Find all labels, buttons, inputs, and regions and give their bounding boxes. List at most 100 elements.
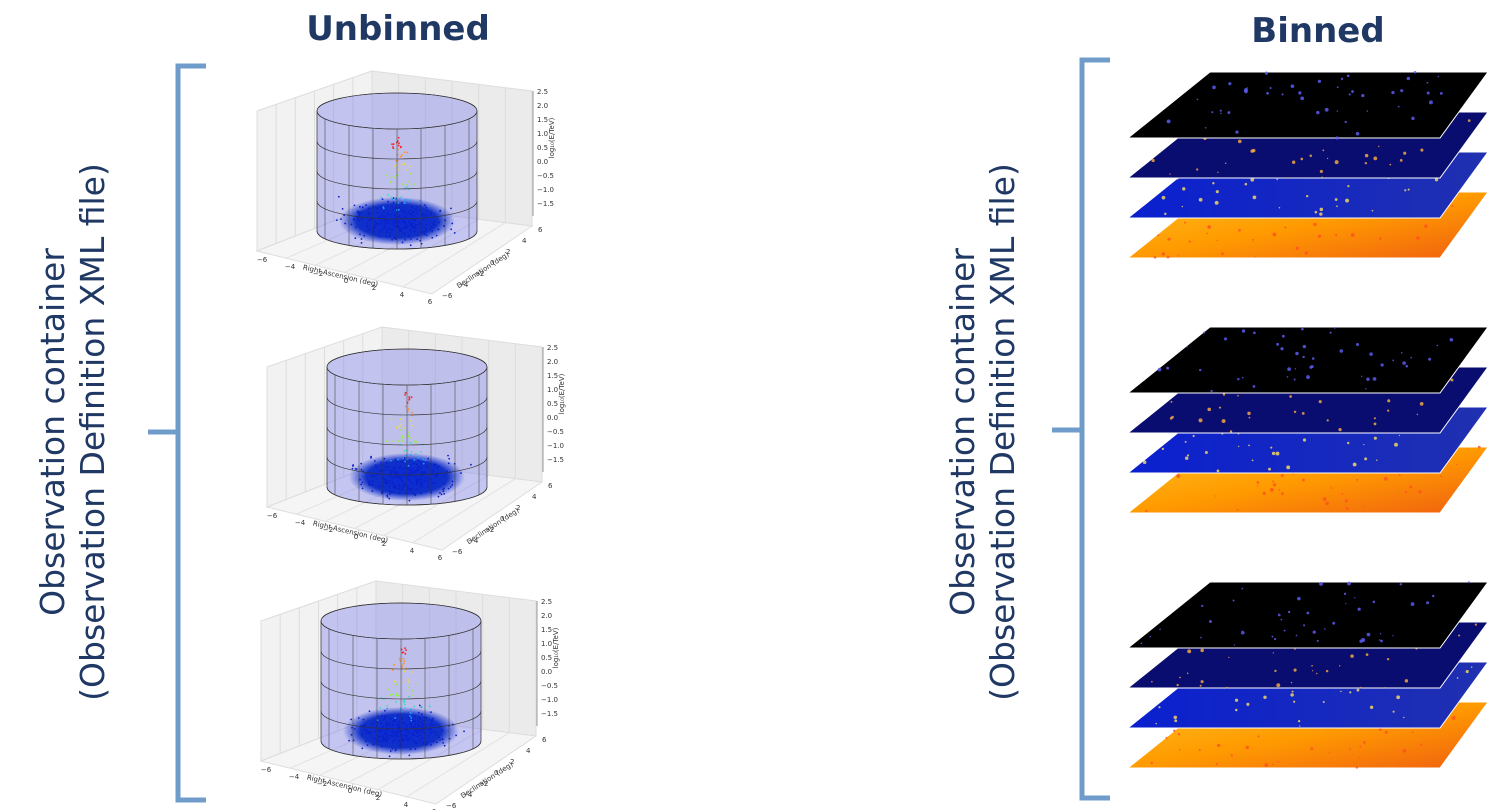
event	[414, 715, 416, 717]
pixel	[1294, 379, 1296, 381]
pixel	[1245, 183, 1248, 186]
event-plot: 2.52.01.51.00.50.0−0.5−1.0−1.5log₁₀(E/Te…	[267, 327, 566, 562]
x-tick-label: −6	[267, 512, 278, 520]
pixel	[1478, 446, 1481, 449]
event	[404, 700, 406, 702]
event	[424, 480, 426, 482]
pixel	[1359, 745, 1361, 747]
pixel	[1317, 640, 1319, 642]
event	[447, 455, 449, 457]
event	[404, 484, 406, 486]
event	[367, 744, 369, 746]
pixel	[1389, 164, 1391, 166]
event	[398, 440, 400, 442]
event	[405, 455, 407, 457]
event	[402, 212, 404, 214]
event	[411, 488, 413, 490]
event	[404, 427, 406, 429]
pixel	[1320, 170, 1323, 173]
event	[417, 723, 419, 725]
event	[388, 486, 390, 488]
pixel	[1321, 177, 1322, 178]
event	[405, 199, 407, 201]
event	[438, 496, 440, 498]
event	[430, 744, 432, 746]
event	[376, 207, 378, 209]
event	[354, 204, 356, 206]
x-tick-label: 6	[428, 298, 433, 306]
pixel	[1335, 234, 1337, 236]
x-tick-label: −4	[295, 519, 306, 527]
pixel	[1379, 237, 1382, 240]
pixel	[1349, 691, 1351, 693]
pixel	[1403, 717, 1404, 718]
pixel	[1306, 195, 1308, 197]
pixel	[1222, 419, 1226, 423]
event	[392, 748, 394, 750]
event	[401, 468, 403, 470]
pixel	[1199, 418, 1203, 422]
pixel	[1228, 657, 1229, 658]
event	[409, 472, 411, 474]
event	[381, 492, 383, 494]
pixel	[1220, 110, 1222, 112]
event	[367, 212, 369, 214]
event	[431, 720, 433, 722]
event	[410, 723, 412, 725]
event	[429, 724, 431, 726]
event	[365, 204, 367, 206]
pixel	[1457, 677, 1459, 679]
pixel	[1169, 173, 1170, 174]
pixel	[1458, 634, 1460, 636]
pixel	[1380, 640, 1383, 643]
event	[437, 466, 439, 468]
event	[387, 201, 389, 203]
event	[383, 738, 385, 740]
pixel	[1450, 338, 1454, 342]
event	[396, 723, 398, 725]
pixel	[1215, 201, 1219, 205]
pixel	[1373, 601, 1376, 604]
pixel	[1367, 633, 1371, 637]
event	[362, 482, 364, 484]
event	[414, 227, 416, 229]
event	[416, 726, 418, 728]
event	[404, 660, 406, 662]
event	[385, 174, 387, 176]
event	[397, 736, 399, 738]
event	[441, 493, 443, 495]
event	[393, 219, 395, 221]
pixel	[1287, 177, 1289, 179]
title: Binned	[1251, 11, 1384, 51]
pixel	[1278, 614, 1281, 617]
event	[407, 487, 409, 489]
pixel	[1187, 649, 1191, 653]
event	[404, 187, 406, 189]
event	[399, 230, 401, 232]
event	[408, 465, 410, 467]
event	[427, 486, 429, 488]
pixel	[1420, 149, 1423, 152]
event	[407, 152, 409, 154]
pixel	[1197, 99, 1199, 101]
pixel	[1288, 611, 1290, 613]
pixel	[1420, 743, 1422, 745]
z-tick-label: −1.0	[537, 186, 554, 194]
pixel	[1272, 636, 1274, 638]
event	[398, 695, 400, 697]
event	[426, 224, 428, 226]
event	[368, 219, 370, 221]
y-tick-label: 6	[538, 226, 543, 234]
event	[415, 743, 417, 745]
event	[398, 207, 400, 209]
event	[359, 233, 361, 235]
label-line: (Observation Definition XML file)	[983, 163, 1022, 701]
pixel	[1264, 763, 1268, 767]
event	[428, 728, 430, 730]
event	[411, 733, 413, 735]
event	[385, 479, 387, 481]
event	[393, 197, 395, 199]
event	[336, 219, 338, 221]
pixel	[1332, 622, 1335, 625]
pixel	[1273, 652, 1274, 653]
